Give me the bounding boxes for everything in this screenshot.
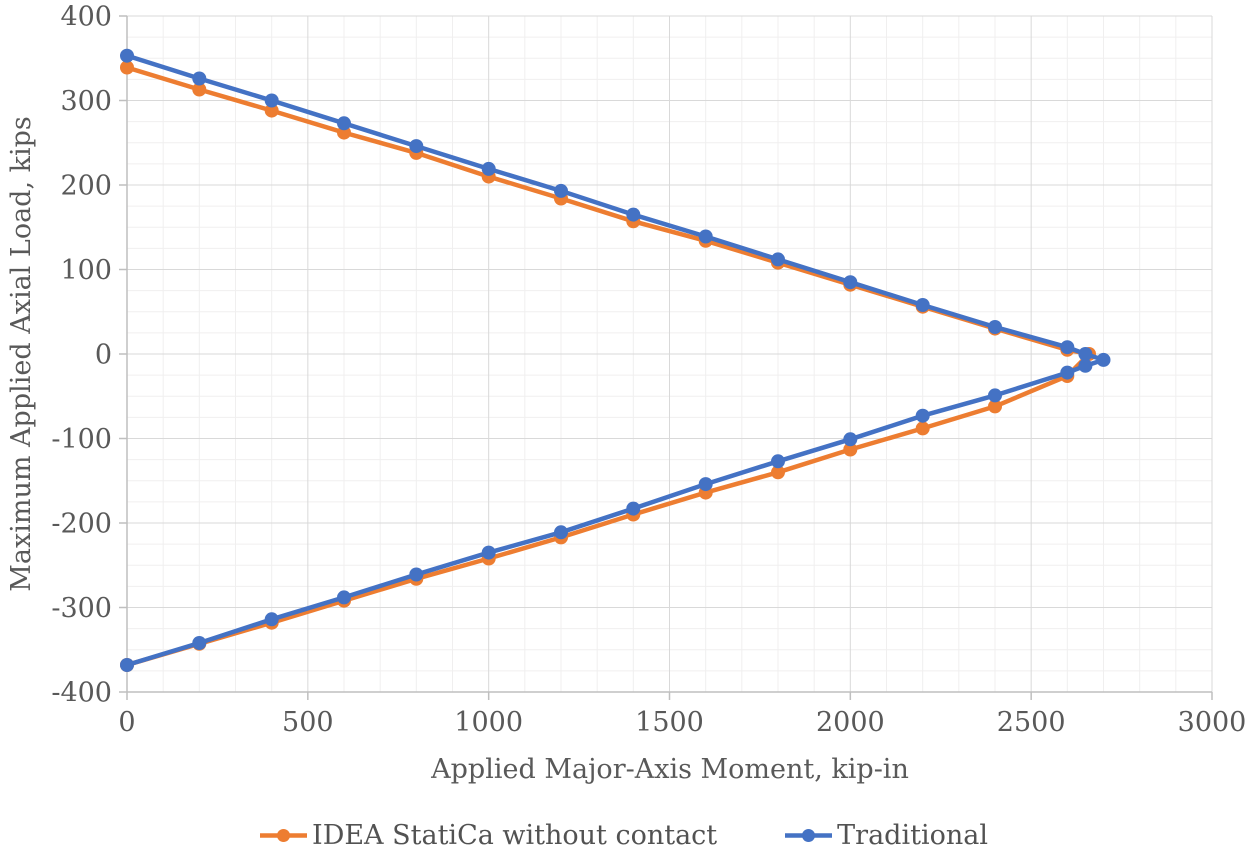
legend: IDEA StatiCa without contact Traditional (0, 822, 1248, 849)
data-point-marker (120, 658, 134, 672)
y-tick-label: -200 (51, 508, 112, 539)
legend-swatch-line-marker-icon (260, 829, 308, 842)
y-tick-label: 400 (60, 1, 112, 32)
x-tick-label: 1500 (635, 707, 704, 738)
data-point-marker (264, 93, 279, 108)
y-tick-label: -100 (51, 424, 112, 455)
legend-label: IDEA StatiCa without contact (312, 820, 718, 851)
data-point-marker (264, 612, 279, 627)
x-tick-label: 0 (118, 707, 135, 738)
data-point-marker (915, 408, 930, 423)
data-point-marker (988, 320, 1002, 334)
data-point-marker (554, 525, 568, 540)
data-point-marker (192, 71, 207, 86)
data-point-marker (192, 636, 207, 650)
x-tick-label: 2000 (816, 707, 885, 738)
data-point-marker (409, 139, 424, 154)
x-axis-title: Applied Major-Axis Moment, kip-in (430, 754, 909, 785)
data-point-marker (771, 465, 785, 480)
plot-area: 0 500 1000 1500 2000 2500 3000 4003002001000-1… (6, 1, 1246, 785)
series-traditional (120, 48, 1111, 672)
data-point-marker (626, 207, 641, 222)
y-tick-label: -400 (51, 677, 112, 708)
y-axis-title: Maximum Applied Axial Load, kips (6, 116, 37, 592)
data-point-marker (1078, 347, 1093, 361)
axes (119, 15, 1213, 700)
data-point-marker (409, 567, 424, 582)
data-point-marker (481, 161, 496, 176)
y-axis-tick-labels: 400 300 200 100 0 -100 -200 -300 -400 (51, 1, 112, 708)
data-point-marker (264, 103, 279, 118)
data-point-marker (1096, 352, 1111, 367)
data-point-marker (481, 545, 496, 560)
data-series (120, 48, 1111, 672)
data-point-marker (843, 275, 858, 290)
data-point-marker (192, 82, 207, 97)
x-tick-label: 3000 (1178, 707, 1247, 738)
series-idea-statica-without-contact (120, 60, 1096, 672)
data-point-marker (698, 229, 713, 244)
legend-item-idea-statica-without-contact: IDEA StatiCa without contact (260, 822, 717, 849)
data-point-marker (337, 116, 351, 131)
data-point-marker (1060, 365, 1075, 380)
data-point-marker (915, 421, 930, 436)
data-point-marker (988, 388, 1002, 403)
y-tick-label: 100 (60, 255, 112, 286)
legend-label: Traditional (837, 820, 988, 851)
y-tick-label: 300 (60, 86, 112, 117)
data-point-marker (915, 298, 930, 312)
x-tick-label: 500 (282, 707, 334, 738)
data-point-marker (1078, 358, 1093, 373)
data-point-marker (120, 60, 134, 75)
data-point-marker (554, 183, 568, 198)
data-point-marker (120, 48, 134, 63)
legend-item-traditional: Traditional (785, 822, 988, 849)
legend-swatch-line-marker-icon (785, 829, 833, 842)
x-tick-label: 2500 (997, 707, 1066, 738)
data-point-marker (771, 252, 785, 267)
data-point-marker (843, 442, 858, 457)
x-tick-label: 1000 (454, 707, 523, 738)
data-point-marker (626, 501, 641, 516)
data-point-marker (1060, 340, 1075, 355)
x-axis-tick-labels: 0 500 1000 1500 2000 2500 3000 (118, 707, 1246, 738)
data-point-marker (698, 477, 713, 492)
data-point-marker (843, 432, 858, 447)
data-point-marker (771, 454, 785, 469)
data-point-marker (337, 590, 351, 605)
y-tick-label: 200 (60, 170, 112, 201)
y-tick-label: 0 (95, 339, 112, 370)
y-tick-label: -300 (51, 593, 112, 624)
data-point-marker (988, 399, 1002, 414)
